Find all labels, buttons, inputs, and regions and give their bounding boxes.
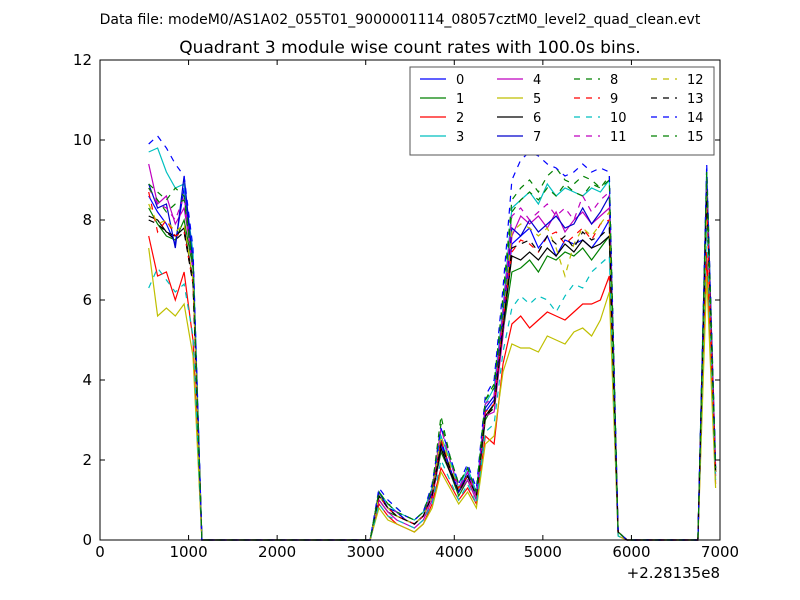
x-tick-label: 6000 (612, 543, 650, 561)
legend-label-10: 10 (610, 111, 627, 126)
x-axis: 0 1000 2000 3000 4000 5000 6000 7000 (95, 60, 739, 561)
x-offset-label: +2.28135e8 (627, 564, 720, 582)
legend-label-1: 1 (456, 92, 464, 107)
x-tick-label: 1000 (169, 543, 207, 561)
legend-label-5: 5 (533, 92, 541, 107)
legend-label-15: 15 (687, 130, 704, 145)
x-tick-label: 2000 (258, 543, 296, 561)
chart-title: Quadrant 3 module wise count rates with … (179, 38, 640, 58)
legend-label-13: 13 (687, 92, 704, 107)
chart-suptitle: Data file: modeM0/AS1A02_055T01_90000011… (100, 12, 701, 28)
y-tick-label: 6 (82, 291, 92, 309)
y-tick-label: 4 (82, 371, 92, 389)
y-tick-label: 10 (73, 131, 92, 149)
legend-label-12: 12 (687, 73, 704, 88)
legend-label-6: 6 (533, 111, 541, 126)
x-tick-label: 5000 (524, 543, 562, 561)
y-tick-label: 8 (82, 211, 92, 229)
y-tick-label: 0 (82, 531, 92, 549)
legend-box (409, 66, 715, 156)
x-tick-label: 0 (95, 543, 105, 561)
legend-label-8: 8 (610, 73, 618, 88)
legend-label-14: 14 (687, 111, 704, 126)
legend-label-4: 4 (533, 73, 541, 88)
x-tick-label: 4000 (435, 543, 473, 561)
x-tick-label: 3000 (347, 543, 385, 561)
x-tick-label: 7000 (701, 543, 739, 561)
y-tick-label: 2 (82, 451, 92, 469)
legend-label-7: 7 (533, 130, 541, 145)
legend-label-11: 11 (610, 130, 627, 145)
legend-label-3: 3 (456, 130, 464, 145)
legend-label-9: 9 (610, 92, 618, 107)
legend-label-2: 2 (456, 111, 464, 126)
y-tick-label: 12 (73, 51, 92, 69)
legend-label-0: 0 (456, 73, 464, 88)
